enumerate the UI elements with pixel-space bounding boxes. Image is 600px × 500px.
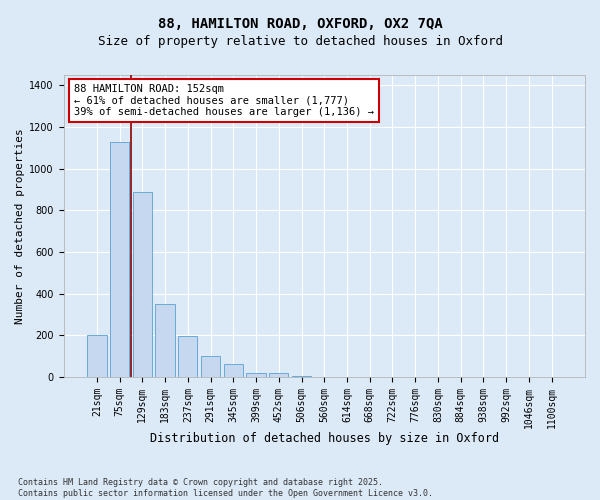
Bar xyxy=(292,376,311,377)
Bar xyxy=(155,304,175,377)
Text: 88 HAMILTON ROAD: 152sqm
← 61% of detached houses are smaller (1,777)
39% of sem: 88 HAMILTON ROAD: 152sqm ← 61% of detach… xyxy=(74,84,374,117)
X-axis label: Distribution of detached houses by size in Oxford: Distribution of detached houses by size … xyxy=(149,432,499,445)
Bar xyxy=(201,356,220,377)
Text: Contains HM Land Registry data © Crown copyright and database right 2025.
Contai: Contains HM Land Registry data © Crown c… xyxy=(18,478,433,498)
Y-axis label: Number of detached properties: Number of detached properties xyxy=(15,128,25,324)
Bar xyxy=(269,373,289,377)
Text: 88, HAMILTON ROAD, OXFORD, OX2 7QA: 88, HAMILTON ROAD, OXFORD, OX2 7QA xyxy=(158,18,442,32)
Text: Size of property relative to detached houses in Oxford: Size of property relative to detached ho… xyxy=(97,35,503,48)
Bar xyxy=(110,142,129,377)
Bar xyxy=(87,336,107,377)
Bar xyxy=(178,336,197,377)
Bar xyxy=(247,373,266,377)
Bar xyxy=(224,364,243,377)
Bar xyxy=(133,192,152,377)
